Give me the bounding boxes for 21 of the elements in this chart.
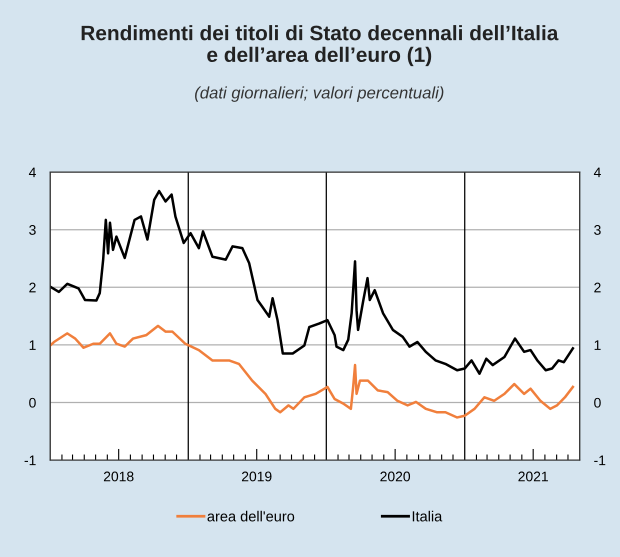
y2-tick-label: 4 xyxy=(594,168,601,178)
legend-label: area dell'euro xyxy=(208,510,294,522)
y-tick-label: 4 xyxy=(28,168,36,178)
legend-label: Italia xyxy=(412,510,442,522)
y2-tick-label: -1 xyxy=(594,456,606,466)
y2-tick-label: 3 xyxy=(594,225,601,235)
y2-tick-label: 0 xyxy=(594,398,601,408)
y-tick-label: -1 xyxy=(24,456,36,466)
x-tick-label: 2020 xyxy=(380,472,410,482)
y-tick-label: 3 xyxy=(29,225,36,235)
y-tick-label: 0 xyxy=(29,398,36,408)
y2-tick-label: 1 xyxy=(594,340,601,350)
y2-tick-label: 2 xyxy=(594,282,601,292)
line-series xyxy=(50,324,574,419)
y-tick-label: 2 xyxy=(29,282,36,292)
x-tick-label: 2021 xyxy=(518,472,548,482)
x-tick-label: 2019 xyxy=(242,472,272,482)
chart-title: Rendimenti dei titoli di Stato decennali dell’Italia e dell’area dell’euro (1) xyxy=(82,25,558,66)
x-tick-label: 2018 xyxy=(104,472,134,482)
chart-subtitle: (dati giornalieri; valori percentuali) xyxy=(195,86,444,102)
y-tick-label: 1 xyxy=(30,340,36,350)
